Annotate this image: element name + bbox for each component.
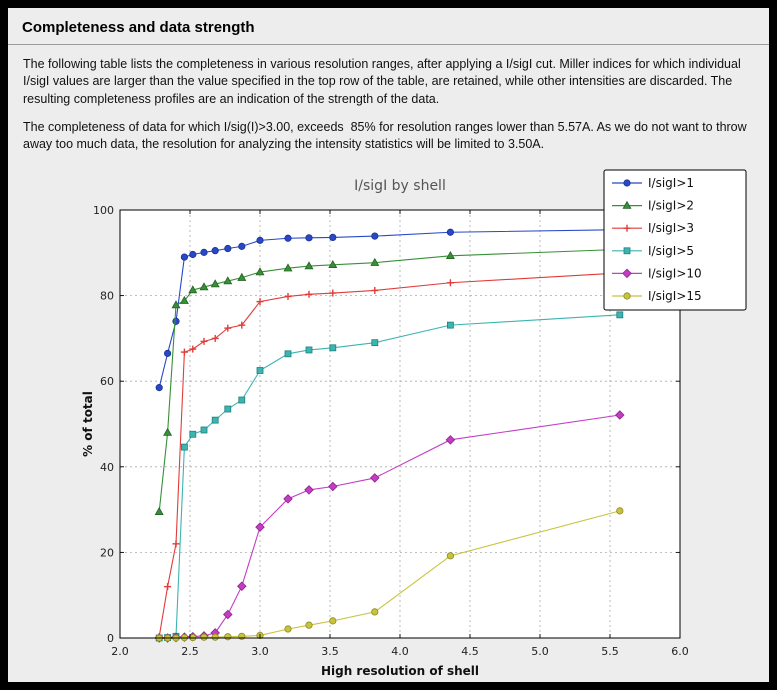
series-i-sigi-3 (155, 269, 624, 641)
legend-entry: I/sigI>3 (612, 221, 694, 235)
report-panel: Completeness and data strength The follo… (8, 8, 769, 682)
y-tick-label: 100 (93, 204, 114, 217)
x-tick-label: 5.5 (601, 645, 619, 658)
legend-label: I/sigI>10 (648, 266, 702, 280)
legend-entry: I/sigI>1 (612, 176, 694, 190)
y-tick-label: 40 (100, 461, 114, 474)
legend-entry: I/sigI>10 (612, 266, 702, 280)
legend-label: I/sigI>2 (648, 199, 694, 213)
legend-label: I/sigI>1 (648, 176, 694, 190)
section-header: Completeness and data strength (8, 8, 769, 45)
x-tick-label: 4.0 (391, 645, 409, 658)
legend-label: I/sigI>3 (648, 221, 694, 235)
chart-title: I/sigI by shell (354, 178, 446, 194)
y-tick-label: 20 (100, 546, 114, 559)
series-line (158, 229, 620, 388)
x-tick-label: 2.0 (111, 645, 129, 658)
legend: I/sigI>1 I/sigI>2 I/sigI>3 I/sigI>5 I/sigI>1… (603, 169, 747, 311)
x-tick-label: 2.5 (181, 645, 199, 658)
completeness-chart: 2.0 2.5 3.0 3.5 4.0 4.5 5.0 5.5 6.0 0 20 40 60 80 100 I… (81, 169, 747, 678)
legend-entry: I/sigI>15 (612, 289, 702, 303)
y-tick-label: 60 (100, 375, 114, 388)
series-line (158, 272, 620, 637)
x-axis-label: High resolution of shell (321, 664, 479, 678)
y-tick-label: 0 (107, 632, 114, 645)
series-line (159, 314, 620, 639)
legend-entry: I/sigI>5 (612, 244, 694, 258)
y-tick-label: 80 (100, 290, 114, 303)
description-paragraph: The following table lists the completene… (23, 57, 745, 106)
x-tick-label: 3.0 (251, 645, 269, 658)
y-axis-label: % of total (81, 391, 95, 457)
x-tick-label: 3.5 (321, 645, 339, 658)
page-title: Completeness and data strength (22, 19, 255, 36)
x-tick-label: 4.5 (461, 645, 479, 658)
x-tick-label: 5.0 (531, 645, 549, 658)
legend-entry: I/sigI>2 (612, 199, 694, 213)
summary-paragraph: The completeness of data for which I/sig… (23, 119, 751, 151)
x-tick-label: 6.0 (671, 645, 689, 658)
legend-label: I/sigI>15 (648, 289, 702, 303)
legend-label: I/sigI>5 (648, 244, 694, 258)
series-line (158, 248, 620, 512)
